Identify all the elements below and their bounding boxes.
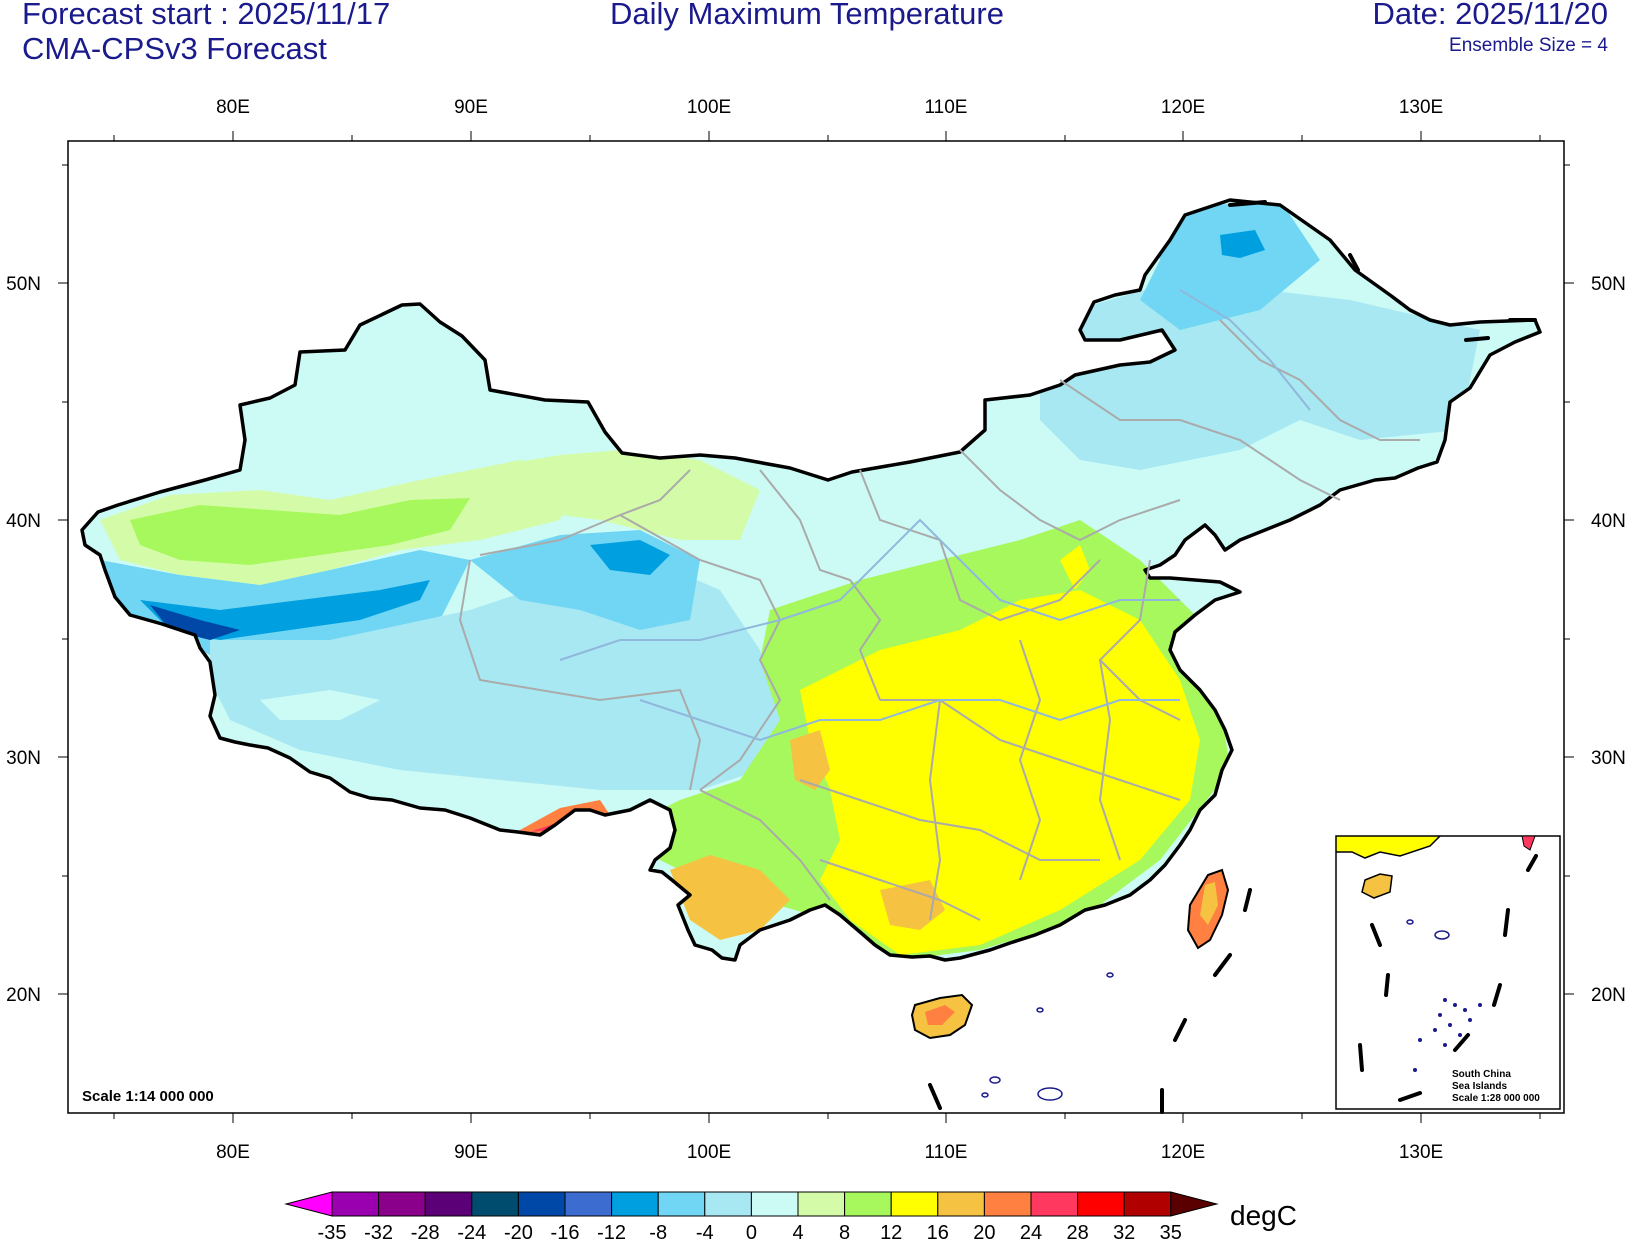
- colorbar-tick-label: 8: [839, 1222, 850, 1241]
- lon-label-top: 90E: [454, 97, 488, 118]
- lat-label-left: 50N: [6, 274, 41, 295]
- colorbar-tick-label: 24: [1020, 1222, 1042, 1241]
- axis-ticks: [58, 131, 1574, 1123]
- colorbar-swatch: [1030, 1191, 1079, 1217]
- lon-label-top: 120E: [1161, 97, 1205, 118]
- colorbar-swatch: [471, 1191, 519, 1217]
- south-china-sea-inset: South China Sea Islands Scale 1:28 000 0…: [1335, 835, 1561, 1110]
- lon-label-bottom: 110E: [925, 1142, 968, 1163]
- colorbar-swatch: [844, 1191, 892, 1217]
- lon-label-bottom: 90E: [454, 1142, 488, 1163]
- colorbar-swatch: [1077, 1191, 1125, 1217]
- small-islands: [981, 972, 1114, 1101]
- colorbar-tick-label: -4: [696, 1222, 714, 1241]
- colorbar-arrow-left: [284, 1191, 333, 1217]
- lon-label-bottom: 100E: [687, 1142, 731, 1163]
- colorbar-swatch: [657, 1191, 706, 1217]
- colorbar: -35 -32 -28 -24 -20 -16 -12 -8 -4 0 4 8 12 16 20 24 28 32…: [284, 1191, 1219, 1241]
- colorbar-tick-label: -32: [364, 1222, 393, 1241]
- colorbar-swatch: [517, 1191, 566, 1217]
- colorbar-arrow-right: [1170, 1191, 1219, 1217]
- lon-label-top: 100E: [687, 97, 731, 118]
- lon-label-bottom: 80E: [216, 1142, 250, 1163]
- colorbar-swatch: [1123, 1191, 1172, 1217]
- colorbar-tick-label: -24: [457, 1222, 486, 1241]
- lat-label-right: 30N: [1591, 748, 1626, 769]
- lat-label-right: 50N: [1591, 274, 1626, 295]
- colorbar-swatch: [797, 1191, 846, 1217]
- colorbar-swatch: [424, 1191, 473, 1217]
- colorbar-swatch: [378, 1191, 426, 1217]
- lon-label-bottom: 130E: [1399, 1142, 1443, 1163]
- lon-label-top: 130E: [1399, 97, 1443, 118]
- colorbar-swatch: [983, 1191, 1032, 1217]
- colorbar-tick-label: -35: [318, 1222, 347, 1241]
- lon-label-top: 80E: [216, 97, 250, 118]
- model-name-label: CMA-CPSv3 Forecast: [22, 31, 327, 66]
- map-scale-label: Scale 1:14 000 000: [82, 1088, 214, 1105]
- colorbar-tick-label: 16: [927, 1222, 949, 1241]
- colorbar-tick-label: -8: [649, 1222, 667, 1241]
- lon-label-bottom: 120E: [1161, 1142, 1205, 1163]
- colorbar-tick-label: 35: [1160, 1222, 1182, 1241]
- colorbar-tick-label: 32: [1113, 1222, 1135, 1241]
- valid-date-label: Date: 2025/11/20: [1372, 0, 1608, 31]
- maritime-boundary-dashes: [928, 200, 1537, 1114]
- colorbar-swatch: [564, 1191, 613, 1217]
- colorbar-tick-label: -20: [504, 1222, 533, 1241]
- colorbar-tick-label: -28: [411, 1222, 440, 1241]
- colorbar-tick-label: 12: [880, 1222, 902, 1241]
- colorbar-swatch: [750, 1191, 799, 1217]
- colorbar-tick-label: -12: [597, 1222, 626, 1241]
- lat-label-left: 30N: [6, 748, 41, 769]
- map-title: Daily Maximum Temperature: [610, 0, 1004, 31]
- colorbar-tick-label: -16: [551, 1222, 580, 1241]
- major-rivers: [559, 289, 1311, 742]
- lon-label-top: 110E: [925, 97, 968, 118]
- colorbar-swatch: [611, 1191, 659, 1217]
- colorbar-tick-label: 0: [746, 1222, 757, 1241]
- colorbar-swatch: [331, 1191, 380, 1217]
- colorbar-swatch: [890, 1191, 939, 1217]
- lat-label-left: 40N: [6, 511, 41, 532]
- colorbar-tick-label: 4: [792, 1222, 803, 1241]
- china-border-outline: [80, 198, 1542, 962]
- lat-label-left: 20N: [6, 985, 41, 1006]
- forecast-start-label: Forecast start : 2025/11/17: [22, 0, 391, 31]
- lat-label-right: 40N: [1591, 511, 1626, 532]
- lat-label-right: 20N: [1591, 985, 1626, 1006]
- inset-title-line2: Sea Islands: [1452, 1081, 1507, 1092]
- colorbar-swatch: [704, 1191, 752, 1217]
- colorbar-tick-label: 28: [1066, 1222, 1088, 1241]
- colorbar-unit-label: degC: [1230, 1200, 1297, 1231]
- inset-title-line1: South China: [1452, 1069, 1511, 1080]
- inset-scale-label: Scale 1:28 000 000: [1452, 1093, 1540, 1104]
- colorbar-swatch: [937, 1191, 985, 1217]
- ensemble-size-label: Ensemble Size = 4: [1449, 35, 1608, 56]
- colorbar-tick-label: 20: [973, 1222, 995, 1241]
